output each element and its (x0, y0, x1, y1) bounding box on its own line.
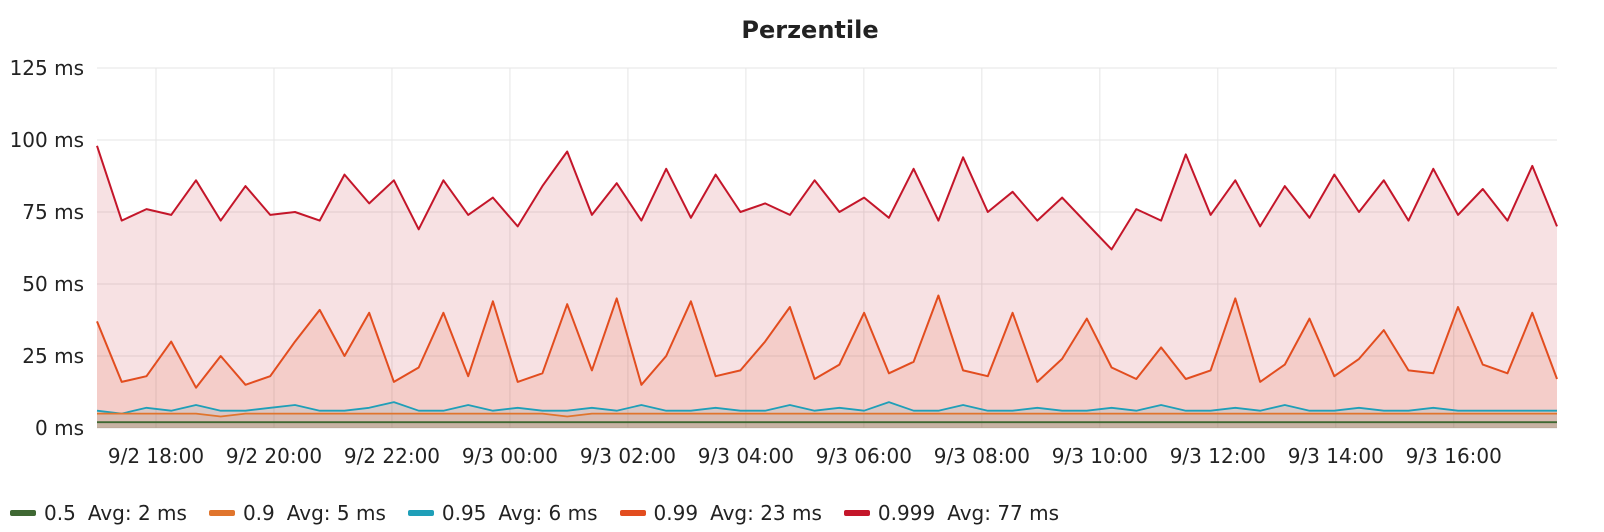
legend-avg-p50: Avg: 2 ms (87, 501, 187, 525)
legend-item-p95[interactable]: 0.95 Avg: 6 ms (407, 501, 598, 525)
legend-avg-p90: Avg: 5 ms (286, 501, 386, 525)
series-area-0.99 (97, 295, 1557, 428)
legend: 0.5 Avg: 2 ms 0.9 Avg: 5 ms 0.95 Avg: 6 … (10, 498, 1081, 528)
legend-label-p90: 0.9 (242, 501, 275, 525)
x-tick-label: 9/3 10:00 (1052, 444, 1148, 468)
legend-avg-p99: Avg: 23 ms (710, 501, 822, 525)
legend-swatch-p99 (619, 510, 646, 516)
series-line-0.95 (96, 401, 1557, 415)
series-line-0.9 (97, 412, 1557, 418)
series-area-0.999 (97, 145, 1557, 429)
y-axis: 0 ms 25 ms 50 ms 75 ms 100 ms 125 ms (10, 56, 84, 440)
y-tick-label: 75 ms (22, 200, 84, 224)
legend-item-p999[interactable]: 0.999 Avg: 77 ms (843, 501, 1060, 525)
x-tick-label: 9/3 04:00 (698, 444, 794, 468)
series-area-0.9 (97, 413, 1557, 428)
x-tick-label: 9/3 16:00 (1406, 444, 1502, 468)
legend-label-p999: 0.999 (877, 501, 936, 525)
y-tick-label: 125 ms (10, 56, 84, 80)
legend-swatch-p50 (10, 510, 36, 516)
x-axis: 9/2 18:00 9/2 20:00 9/2 22:00 9/3 00:00 9/3 … (108, 444, 1502, 468)
grid (97, 67, 1557, 429)
x-tick-label: 9/3 14:00 (1288, 444, 1384, 468)
series-areas (97, 145, 1557, 429)
legend-item-p50[interactable]: 0.5 Avg: 2 ms (10, 501, 187, 525)
chart-title: Perzentile (741, 16, 878, 44)
legend-label-p95: 0.95 (441, 501, 487, 525)
x-tick-label: 9/2 20:00 (226, 444, 322, 468)
x-tick-label: 9/3 00:00 (462, 444, 558, 468)
percentile-chart: Perzentile 0 ms 25 ms 50 ms 75 ms 100 ms 125 … (10, 16, 1558, 468)
legend-avg-p999: Avg: 77 ms (947, 501, 1060, 525)
x-tick-label: 9/2 18:00 (108, 444, 204, 468)
x-tick-label: 9/2 22:00 (344, 444, 440, 468)
legend-label-p99: 0.99 (653, 501, 699, 525)
y-tick-label: 100 ms (10, 128, 84, 152)
y-tick-label: 50 ms (22, 272, 84, 296)
legend-swatch-p90 (208, 510, 235, 516)
x-tick-label: 9/3 12:00 (1170, 444, 1266, 468)
legend-swatch-p95 (407, 510, 434, 516)
y-tick-label: 0 ms (35, 416, 84, 440)
legend-item-p99[interactable]: 0.99 Avg: 23 ms (619, 501, 822, 525)
series-line-0.999 (96, 145, 1558, 251)
legend-avg-p95: Avg: 6 ms (498, 501, 598, 525)
y-tick-label: 25 ms (22, 344, 84, 368)
legend-swatch-p999 (843, 510, 870, 516)
x-tick-label: 9/3 02:00 (580, 444, 676, 468)
series-lines (96, 145, 1558, 424)
x-tick-label: 9/3 08:00 (934, 444, 1030, 468)
x-tick-label: 9/3 06:00 (816, 444, 912, 468)
legend-item-p90[interactable]: 0.9 Avg: 5 ms (208, 501, 386, 525)
legend-label-p50: 0.5 (44, 501, 76, 525)
series-area-0.5 (97, 422, 1557, 428)
series-line-0.99 (96, 294, 1558, 389)
